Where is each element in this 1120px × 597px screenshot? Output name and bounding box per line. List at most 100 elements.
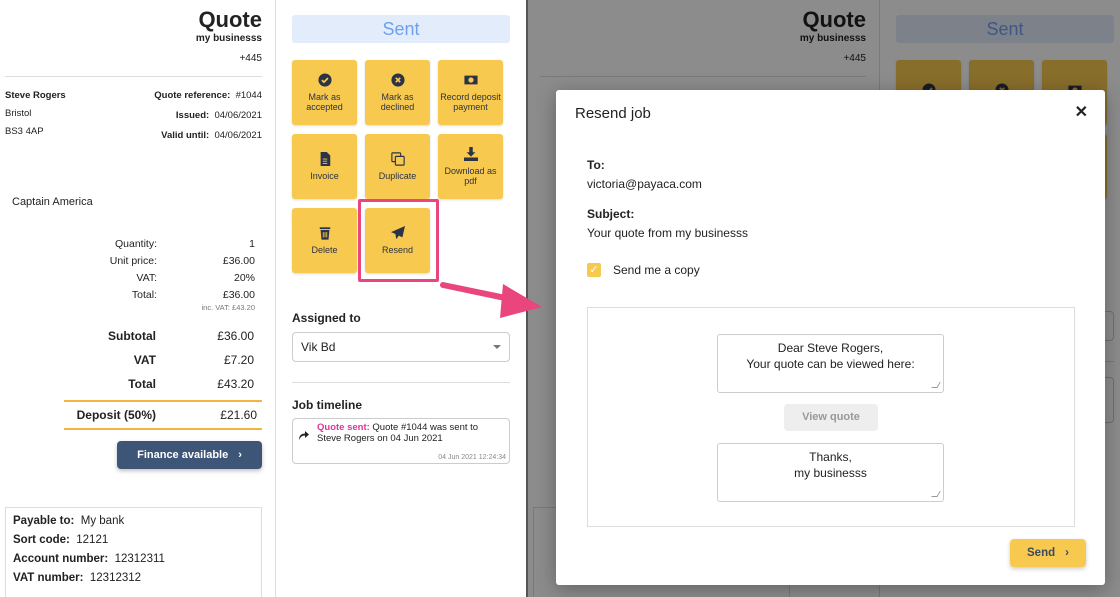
paper-plane-icon bbox=[390, 226, 405, 240]
assigned-to-label: Assigned to bbox=[292, 311, 361, 325]
share-arrow-icon bbox=[299, 431, 309, 440]
resend-button[interactable]: Resend bbox=[365, 208, 430, 273]
divider bbox=[540, 76, 866, 77]
intro-textarea[interactable]: Dear Steve Rogers, Your quote can be view… bbox=[717, 334, 944, 393]
duplicate-button[interactable]: Duplicate bbox=[365, 134, 430, 199]
money-icon bbox=[463, 75, 478, 85]
sort-code-label: Sort code: bbox=[13, 534, 70, 546]
unit-price-value: £36.00 bbox=[222, 255, 255, 267]
line-item: Quantity: 1 Unit price: £36.00 VAT: 20% Tot… bbox=[5, 238, 262, 312]
timeline-text: Quote #1044 was sent to Steve Rogers on … bbox=[317, 422, 479, 444]
invoice-button[interactable]: Invoice bbox=[292, 134, 357, 199]
issued-label: Issued: bbox=[175, 110, 210, 121]
chevron-right-icon: › bbox=[238, 449, 242, 461]
assigned-value: Vik Bd bbox=[301, 340, 336, 354]
resend-job-modal: Resend job ✕ To: victoria@payaca.com Sub… bbox=[556, 90, 1105, 585]
copy-icon bbox=[390, 152, 405, 166]
x-circle-icon bbox=[390, 73, 405, 87]
status-badge: Sent bbox=[896, 15, 1114, 43]
action-label: Mark as declined bbox=[380, 92, 415, 112]
totals: Subtotal £36.00 VAT £7.20 Total £43.20 bbox=[5, 324, 262, 396]
send-button[interactable]: Send › bbox=[1010, 539, 1086, 567]
vat-number-value: 12312312 bbox=[89, 572, 142, 584]
job-timeline-label: Job timeline bbox=[292, 398, 363, 412]
valid-label: Valid until: bbox=[161, 130, 210, 141]
quantity-value: 1 bbox=[249, 238, 255, 250]
divider bbox=[5, 76, 262, 77]
action-grid: Mark as accepted Mark as declined Record… bbox=[292, 60, 510, 273]
to-label: To: bbox=[587, 158, 605, 172]
finance-available-button[interactable]: Finance available › bbox=[117, 441, 262, 469]
resend-highlight bbox=[358, 199, 439, 282]
trash-icon bbox=[319, 227, 330, 240]
payable-value: My bank bbox=[80, 515, 125, 527]
total-label: Total bbox=[128, 377, 156, 391]
payable-label: Payable to: bbox=[13, 515, 75, 527]
item-total-label: Total: bbox=[131, 289, 157, 301]
outro-line: my businesss bbox=[794, 466, 867, 480]
timeline-event: Quote sent: bbox=[317, 422, 370, 433]
status-badge: Sent bbox=[292, 15, 510, 43]
send-label: Send bbox=[1027, 547, 1056, 559]
caret-down-icon bbox=[493, 345, 501, 349]
delete-button[interactable]: Delete bbox=[292, 208, 357, 273]
subject-label: Subject: bbox=[587, 207, 635, 221]
valid-value: 04/06/2021 bbox=[214, 130, 262, 141]
to-value: victoria@payaca.com bbox=[587, 177, 702, 191]
vat-label: VAT: bbox=[136, 272, 157, 284]
chevron-right-icon: › bbox=[1065, 547, 1069, 559]
total-vat-label: VAT bbox=[133, 353, 156, 367]
item-total-value: £36.00 bbox=[222, 289, 255, 301]
mark-declined-button[interactable]: Mark as declined bbox=[365, 60, 430, 125]
quantity-label: Quantity: bbox=[114, 238, 157, 250]
deposit-value: £21.60 bbox=[220, 408, 257, 422]
send-copy-label: Send me a copy bbox=[613, 263, 700, 277]
issued-value: 04/06/2021 bbox=[214, 110, 262, 121]
bank-details: Payable to: My bank Sort code: 12121 Acc… bbox=[5, 507, 262, 597]
business-phone: +445 bbox=[843, 53, 866, 64]
inc-vat-note: inc. VAT: £43.20 bbox=[201, 303, 255, 312]
finance-label: Finance available bbox=[137, 449, 229, 461]
total-value: £43.20 bbox=[217, 377, 254, 391]
parties: Steve Rogers Bristol BS3 4AP Quote refer… bbox=[5, 90, 262, 148]
send-copy-checkbox[interactable]: ✓ Send me a copy bbox=[587, 263, 748, 277]
download-pdf-button[interactable]: Download as pdf bbox=[438, 134, 503, 199]
quote-document: Quote my businesss +445 Steve Rogers Bri… bbox=[0, 0, 276, 597]
customer-city: Bristol bbox=[5, 108, 32, 119]
subtotal-label: Subtotal bbox=[108, 329, 156, 343]
assigned-to-select[interactable]: Vik Bd bbox=[292, 332, 510, 362]
close-icon[interactable]: ✕ bbox=[1074, 104, 1088, 121]
account-number-label: Account number: bbox=[13, 553, 109, 565]
timeline-timestamp: 04 Jun 2021 12:24:34 bbox=[438, 454, 506, 461]
document-icon bbox=[320, 152, 330, 166]
outro-line: Thanks, bbox=[809, 450, 852, 464]
action-label: Duplicate bbox=[378, 171, 417, 181]
sort-code-value: 12121 bbox=[76, 534, 109, 546]
quote-page: Quote my businesss +445 Steve Rogers Bri… bbox=[0, 0, 526, 597]
email-preview: Dear Steve Rogers, Your quote can be view… bbox=[587, 307, 1075, 527]
item-name: Captain America bbox=[12, 196, 93, 208]
intro-line: Your quote can be viewed here: bbox=[746, 357, 915, 371]
quote-title: Quote bbox=[198, 7, 262, 32]
intro-line: Dear Steve Rogers, bbox=[777, 341, 884, 355]
action-label: Delete bbox=[311, 245, 338, 255]
reference-label: Quote reference: bbox=[154, 90, 231, 101]
business-name: my businesss bbox=[195, 33, 262, 44]
divider bbox=[292, 382, 510, 383]
vat-number-label: VAT number: bbox=[13, 572, 84, 584]
account-number-value: 12312311 bbox=[114, 553, 165, 565]
action-label: Record deposit payment bbox=[440, 92, 501, 112]
record-deposit-button[interactable]: Record deposit payment bbox=[438, 60, 503, 125]
action-label: Invoice bbox=[310, 171, 339, 181]
check-circle-icon bbox=[317, 73, 332, 87]
deposit-row: Deposit (50%) £21.60 bbox=[64, 400, 262, 430]
resend-modal-screen: Quote my businesss +445 › bbox=[526, 0, 1120, 597]
outro-textarea[interactable]: Thanks, my businesss bbox=[717, 443, 944, 502]
mark-accepted-button[interactable]: Mark as accepted bbox=[292, 60, 357, 125]
view-quote-button[interactable]: View quote bbox=[784, 404, 878, 431]
checkbox-checked-icon[interactable]: ✓ bbox=[587, 263, 601, 277]
timeline-entry: Quote sent: Quote #1044 was sent to Stev… bbox=[292, 418, 510, 464]
quote-title: Quote bbox=[802, 7, 866, 32]
action-label: Resend bbox=[381, 245, 414, 255]
subject-value: Your quote from my businesss bbox=[587, 226, 748, 240]
